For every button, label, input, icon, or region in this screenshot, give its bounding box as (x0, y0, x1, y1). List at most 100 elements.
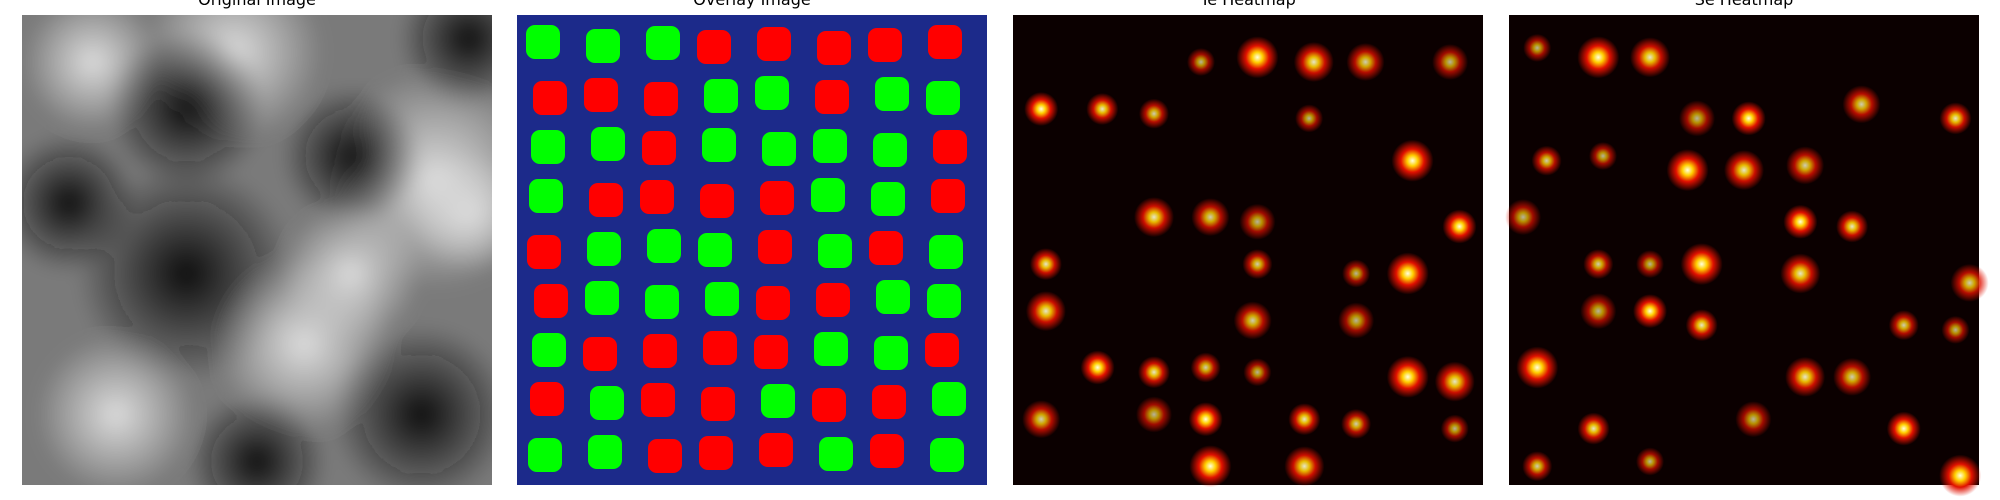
marker (590, 386, 624, 420)
marker (702, 128, 736, 162)
hotspot (1341, 408, 1372, 439)
marker (755, 76, 789, 110)
hotspot (1680, 243, 1723, 286)
hotspot (1630, 37, 1670, 78)
hotspot (1187, 48, 1215, 76)
marker (928, 25, 962, 59)
hotspot (1391, 139, 1434, 182)
hotspot (1295, 104, 1324, 133)
marker (534, 284, 568, 318)
hotspot (1939, 102, 1972, 135)
marker (587, 232, 621, 266)
marker (929, 235, 963, 269)
marker (813, 129, 847, 163)
marker (869, 231, 903, 265)
hotspot (1134, 197, 1174, 238)
marker (933, 130, 967, 164)
hotspot (1432, 44, 1469, 80)
marker (591, 127, 625, 161)
blob (281, 203, 421, 344)
marker (873, 133, 907, 167)
marker (760, 181, 794, 215)
marker (874, 336, 908, 370)
hotspot (1833, 357, 1872, 396)
hotspot (1342, 259, 1371, 288)
hotspot (1941, 315, 1970, 344)
marker (875, 77, 909, 111)
blob (36, 334, 196, 485)
marker (526, 25, 560, 59)
hotspot (1531, 145, 1562, 176)
marker (703, 331, 737, 365)
marker (816, 283, 850, 317)
hotspot (1583, 249, 1614, 280)
hotspot (1022, 400, 1061, 439)
marker (756, 286, 790, 320)
hotspot (1338, 302, 1375, 339)
hotspot (1886, 411, 1921, 446)
panel-title: Se Heatmap (1695, 0, 1794, 9)
blob (281, 86, 421, 226)
marker (528, 438, 562, 472)
marker (648, 439, 682, 473)
hotspot (1139, 98, 1169, 129)
marker (757, 27, 791, 61)
hotspot (1025, 291, 1066, 332)
marker (699, 436, 733, 470)
hotspot (1939, 454, 1982, 497)
hotspot (1386, 252, 1429, 295)
marker (584, 78, 618, 112)
marker (532, 333, 566, 367)
hotspot (1636, 250, 1664, 279)
marker (644, 82, 678, 116)
hotspot (1786, 146, 1825, 185)
hotspot (1836, 210, 1869, 243)
marker (646, 26, 680, 60)
hotspot (1086, 93, 1119, 125)
marker (759, 433, 793, 467)
marker (815, 80, 849, 114)
blob (331, 324, 492, 485)
te-heatmap (1013, 15, 1483, 488)
hotspot (1293, 42, 1334, 82)
hotspot (1136, 396, 1172, 433)
hotspot (1243, 358, 1272, 387)
marker (527, 235, 561, 269)
hotspot (1386, 355, 1429, 398)
marker (926, 81, 960, 115)
marker (930, 438, 964, 472)
marker (931, 179, 965, 213)
hotspot (1735, 401, 1772, 438)
marker (647, 229, 681, 263)
hotspot (1685, 309, 1718, 342)
hotspot (1523, 33, 1552, 62)
marker (643, 334, 677, 368)
hotspot (1633, 294, 1667, 329)
hotspot (1233, 301, 1272, 340)
hotspot (1242, 249, 1273, 280)
hotspot (1636, 447, 1664, 476)
panel-title: Original Image (198, 0, 316, 9)
marker (817, 31, 851, 65)
original-image (22, 15, 492, 485)
hotspot (1024, 92, 1059, 126)
marker (754, 335, 788, 369)
marker (642, 131, 676, 165)
blob (22, 133, 139, 273)
hotspot (1580, 293, 1617, 330)
marker (812, 388, 846, 422)
hotspot (1950, 263, 1989, 302)
marker (583, 337, 617, 371)
hotspot (1434, 361, 1475, 402)
se-heatmap (1505, 15, 1989, 497)
panel-title: Overlay Image (693, 0, 810, 9)
hotspot (1888, 310, 1919, 341)
hotspot (1189, 445, 1232, 488)
marker (932, 382, 966, 416)
hotspot (1577, 36, 1620, 79)
marker (704, 79, 738, 113)
marker (872, 385, 906, 419)
hotspot (1785, 356, 1826, 397)
